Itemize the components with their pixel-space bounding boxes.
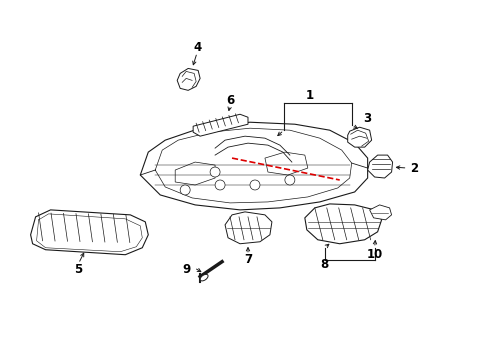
Polygon shape	[175, 162, 215, 185]
Text: 8: 8	[320, 258, 328, 271]
Text: 6: 6	[225, 94, 234, 107]
Polygon shape	[367, 155, 392, 178]
Circle shape	[210, 167, 220, 177]
Text: 10: 10	[366, 248, 382, 261]
Circle shape	[180, 185, 190, 195]
Polygon shape	[347, 127, 371, 147]
Polygon shape	[193, 114, 247, 136]
Text: 7: 7	[244, 253, 251, 266]
Text: 2: 2	[409, 162, 418, 175]
Text: 4: 4	[193, 41, 201, 54]
Polygon shape	[304, 204, 381, 244]
Text: 9: 9	[182, 263, 190, 276]
Polygon shape	[31, 210, 148, 255]
Text: 1: 1	[305, 89, 313, 102]
Polygon shape	[177, 68, 200, 90]
Text: 3: 3	[363, 112, 371, 125]
Circle shape	[285, 175, 294, 185]
Polygon shape	[140, 122, 367, 210]
Circle shape	[215, 180, 224, 190]
Polygon shape	[264, 152, 307, 175]
Circle shape	[249, 180, 260, 190]
Text: 5: 5	[74, 263, 82, 276]
Polygon shape	[369, 205, 391, 220]
Polygon shape	[224, 212, 271, 244]
Ellipse shape	[200, 274, 207, 281]
